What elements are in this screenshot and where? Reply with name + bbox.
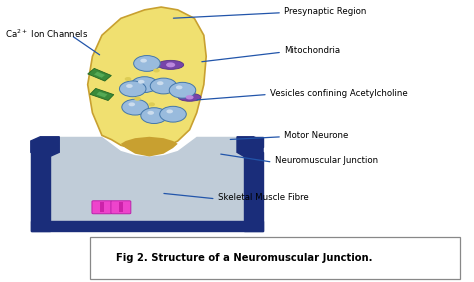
Text: Ca$^{2+}$ Ion Channels: Ca$^{2+}$ Ion Channels [5, 28, 88, 40]
Circle shape [141, 108, 167, 124]
Polygon shape [88, 7, 206, 151]
Circle shape [125, 77, 131, 81]
Bar [119, 202, 123, 212]
Bar [100, 202, 104, 212]
Text: Neuromuscular Junction: Neuromuscular Junction [275, 156, 378, 165]
Circle shape [126, 84, 133, 88]
Bar [94, 72, 105, 78]
Text: Vesicles confining Acetylcholine: Vesicles confining Acetylcholine [270, 89, 408, 98]
Circle shape [160, 106, 186, 122]
Circle shape [176, 85, 182, 89]
Circle shape [157, 81, 164, 85]
Circle shape [138, 80, 145, 84]
Circle shape [150, 78, 177, 94]
Text: Fig 2. Structure of a Neuromuscular Junction.: Fig 2. Structure of a Neuromuscular Junc… [116, 253, 373, 263]
Circle shape [122, 99, 148, 115]
Ellipse shape [166, 62, 175, 67]
Circle shape [134, 97, 141, 101]
Circle shape [153, 69, 160, 72]
Bar [90, 89, 114, 100]
Bar [96, 92, 108, 97]
Circle shape [140, 59, 147, 63]
FancyBboxPatch shape [111, 201, 131, 214]
Circle shape [169, 82, 196, 98]
Circle shape [128, 102, 135, 106]
Polygon shape [31, 221, 263, 231]
FancyBboxPatch shape [90, 237, 460, 279]
Circle shape [134, 56, 160, 71]
Ellipse shape [186, 95, 193, 100]
Circle shape [148, 102, 155, 106]
Ellipse shape [178, 93, 201, 101]
Circle shape [147, 111, 154, 115]
Circle shape [131, 77, 158, 92]
Polygon shape [31, 137, 263, 231]
Text: Mitochondria: Mitochondria [284, 46, 340, 55]
Circle shape [166, 109, 173, 113]
FancyBboxPatch shape [92, 201, 112, 214]
Polygon shape [121, 137, 178, 157]
Ellipse shape [157, 60, 183, 69]
Polygon shape [244, 152, 263, 231]
Polygon shape [31, 152, 50, 231]
Text: Motor Neurone: Motor Neurone [284, 131, 349, 140]
Text: Presynaptic Region: Presynaptic Region [284, 7, 367, 16]
Polygon shape [31, 137, 59, 158]
Polygon shape [237, 137, 263, 158]
Text: Skeletal Muscle Fibre: Skeletal Muscle Fibre [218, 193, 309, 202]
Circle shape [119, 81, 146, 97]
Polygon shape [244, 137, 263, 147]
Bar [88, 69, 111, 81]
